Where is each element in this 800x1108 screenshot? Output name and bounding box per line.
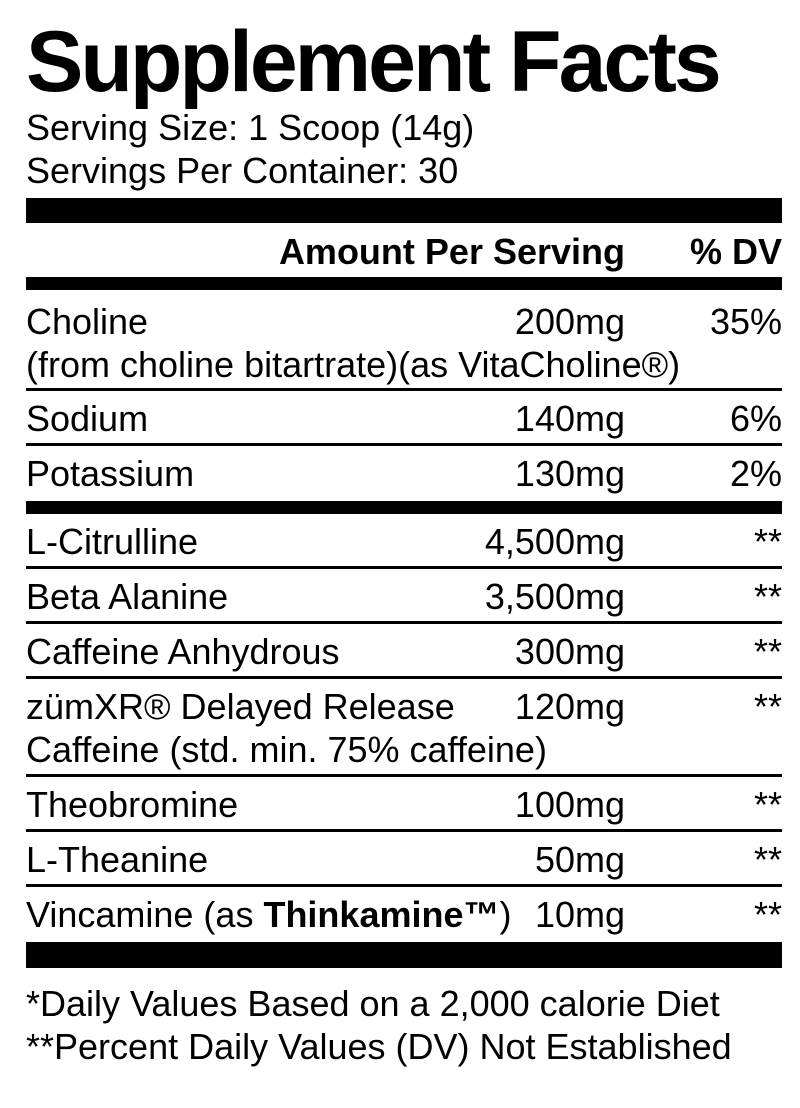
footnotes: *Daily Values Based on a 2,000 calorie D… [26,982,782,1068]
footnote-not-established: **Percent Daily Values (DV) Not Establis… [26,1026,732,1067]
ingredient-subtext: Caffeine (std. min. 75% caffeine) [26,729,547,770]
ingredient-amount: 300mg [514,631,625,672]
servings-per-container: Servings Per Container: 30 [26,150,459,191]
ingredient-amount: 50mg [534,839,625,880]
ingredient-amount: 130mg [514,453,625,494]
table-row-sodium: Sodium 140mg 6% [26,391,782,446]
ingredient-amount: 100mg [514,784,625,825]
ingredient-amount: 140mg [514,398,625,439]
ingredient-dv: ** [753,894,782,935]
ingredient-dv: ** [753,784,782,825]
separator-bar-top [26,198,782,223]
ingredient-dv: 35% [709,301,782,342]
table-row-l-citrulline: L-Citrulline 4,500mg ** [26,514,782,569]
panel-title: Supplement Facts [26,14,722,110]
ingredient-name: L-Theanine [26,839,209,880]
ingredient-name: L-Citrulline [26,521,199,562]
ingredient-name: Vincamine (as Thinkamine™) [26,893,512,936]
table-row-zumxr-caffeine: zümXR® Delayed Release 120mg ** Caffeine… [26,679,782,777]
separator-bar-bottom [26,942,782,968]
ingredient-dv: 6% [729,398,782,439]
separator-bar-header [26,277,782,290]
separator-bar-middle [26,501,782,514]
amount-per-serving-header: Amount Per Serving [278,231,625,272]
ingredient-amount: 3,500mg [484,576,625,617]
ingredient-amount: 120mg [514,686,625,727]
table-row-beta-alanine: Beta Alanine 3,500mg ** [26,569,782,624]
percent-dv-header: % DV [689,231,782,272]
ingredient-dv: ** [753,521,782,562]
ingredient-name: Beta Alanine [26,576,229,617]
ingredient-dv: ** [753,631,782,672]
table-row-vincamine: Vincamine (as Thinkamine™) 10mg ** [26,887,782,942]
ingredient-dv: ** [753,576,782,617]
footnote-daily-values: *Daily Values Based on a 2,000 calorie D… [26,983,720,1024]
ingredient-name: Potassium [26,453,195,494]
table-row-theobromine: Theobromine 100mg ** [26,777,782,832]
ingredient-name-prefix: Vincamine (as [26,894,264,935]
ingredient-amount: 200mg [514,301,625,342]
ingredient-name: Sodium [26,398,149,439]
table-row-caffeine-anhydrous: Caffeine Anhydrous 300mg ** [26,624,782,679]
ingredient-name: Choline [26,301,149,342]
table-header: Amount Per Serving % DV [26,223,782,277]
ingredient-amount: 4,500mg [484,521,625,562]
ingredient-amount: 10mg [534,894,625,935]
table-row-potassium: Potassium 130mg 2% [26,446,782,501]
ingredient-dv: ** [753,839,782,880]
ingredient-name-trademark: Thinkamine™ [263,894,500,935]
table-row-l-theanine: L-Theanine 50mg ** [26,832,782,887]
ingredient-subtext: (from choline bitartrate)(as VitaCholine… [26,344,681,385]
table-row-choline: Choline 200mg 35% (from choline bitartra… [26,290,782,391]
ingredient-name: zümXR® Delayed Release [26,686,455,727]
serving-size: Serving Size: 1 Scoop (14g) [26,107,475,148]
ingredient-name: Theobromine [26,784,239,825]
ingredient-name: Caffeine Anhydrous [26,631,340,672]
ingredient-dv: ** [753,686,782,727]
ingredient-name-suffix: ) [499,894,512,935]
ingredient-dv: 2% [729,453,782,494]
